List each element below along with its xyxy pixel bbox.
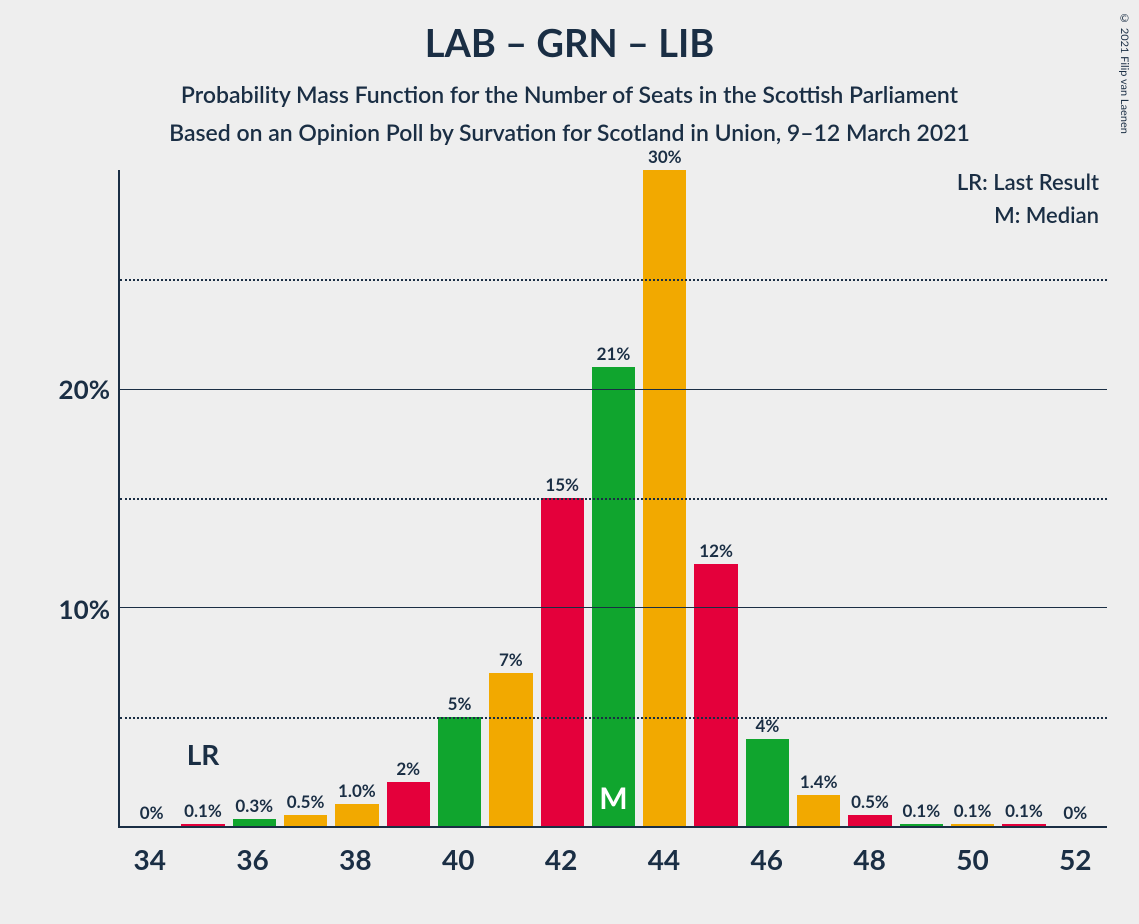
bar: 4% xyxy=(746,739,789,826)
chart-area: 10%20% 0%0.1%0.3%0.5%1.0%2%5%7%15%21%M30… xyxy=(38,170,1107,888)
bar-value-label: 0.1% xyxy=(902,800,940,821)
x-tick-label: 46 xyxy=(741,828,792,888)
bar-value-label: 2% xyxy=(396,758,420,779)
x-tick-label xyxy=(895,828,946,888)
x-tick-label: 44 xyxy=(638,828,689,888)
copyright-text: © 2021 Filip van Laenen xyxy=(1118,12,1131,134)
y-tick-label: 10% xyxy=(59,593,110,625)
gridline-minor xyxy=(120,717,1107,719)
bar-value-label: 0.3% xyxy=(235,795,273,816)
bar: 7% xyxy=(489,673,532,826)
x-tick-label: 50 xyxy=(947,828,998,888)
bar: 0.5% xyxy=(284,815,327,826)
x-tick-label xyxy=(587,828,638,888)
bar: 5% xyxy=(438,717,481,826)
bar: 15% xyxy=(541,498,584,826)
bar: 0.5% xyxy=(848,815,891,826)
bar-value-label: 5% xyxy=(448,693,472,714)
bar: 0.1% xyxy=(951,824,994,826)
x-tick-label xyxy=(690,828,741,888)
bar: 0.3% xyxy=(233,819,276,826)
chart-titles: LAB – GRN – LIB Probability Mass Functio… xyxy=(0,0,1139,146)
bar-value-label: 0% xyxy=(1063,802,1087,823)
gridline-minor xyxy=(120,279,1107,281)
x-tick-label: 38 xyxy=(330,828,381,888)
x-tick-label xyxy=(792,828,843,888)
bar-value-label: 21% xyxy=(597,343,631,364)
bar-value-label: 0% xyxy=(140,802,164,823)
x-tick-label xyxy=(381,828,432,888)
y-axis: 10% 20% xyxy=(38,170,118,828)
x-tick-label xyxy=(998,828,1049,888)
x-axis: 34 36 38 40 42 44 46 48 50 52 xyxy=(118,828,1107,888)
gridline-minor xyxy=(120,498,1107,500)
bar: 2% xyxy=(387,782,430,826)
bar-value-label: 15% xyxy=(545,474,579,495)
bar-value-label: 12% xyxy=(699,540,733,561)
bar-value-label: 30% xyxy=(648,146,682,167)
bar: 12% xyxy=(694,564,737,826)
lr-mark: LR xyxy=(187,737,220,771)
bar-value-label: 7% xyxy=(499,649,523,670)
gridline-major xyxy=(120,607,1107,608)
bar-value-label: 0.1% xyxy=(1005,800,1043,821)
y-tick-label: 20% xyxy=(59,373,110,405)
bar: 0.1% xyxy=(900,824,943,826)
plot-area: 0%0.1%0.3%0.5%1.0%2%5%7%15%21%M30%12%4%1… xyxy=(118,170,1107,828)
bar: 21%M xyxy=(592,367,635,826)
x-tick-label: 40 xyxy=(433,828,484,888)
chart-title-sub1: Probability Mass Function for the Number… xyxy=(0,80,1139,108)
bar: 1.4% xyxy=(797,795,840,826)
bar: 0.1% xyxy=(1002,824,1045,826)
chart-title-main: LAB – GRN – LIB xyxy=(0,20,1139,66)
x-tick-label: 34 xyxy=(124,828,175,888)
x-tick-label: 42 xyxy=(535,828,586,888)
x-tick-label: 52 xyxy=(1050,828,1101,888)
bar-value-label: 0.1% xyxy=(954,800,992,821)
x-tick-label xyxy=(484,828,535,888)
bar: 0.1% xyxy=(181,824,224,826)
x-tick-label: 48 xyxy=(844,828,895,888)
chart-title-sub2: Based on an Opinion Poll by Survation fo… xyxy=(0,118,1139,146)
bar: 1.0% xyxy=(335,804,378,826)
x-tick-label: 36 xyxy=(227,828,278,888)
bar-value-label: 0.5% xyxy=(287,791,325,812)
bar-value-label: 1.0% xyxy=(338,780,376,801)
x-tick-label xyxy=(278,828,329,888)
bar-value-label: 0.5% xyxy=(851,791,889,812)
bar-value-label: 1.4% xyxy=(800,771,838,792)
bar-value-label: 0.1% xyxy=(184,800,222,821)
x-tick-label xyxy=(175,828,226,888)
gridline-major xyxy=(120,389,1107,390)
median-mark: M xyxy=(599,780,627,816)
